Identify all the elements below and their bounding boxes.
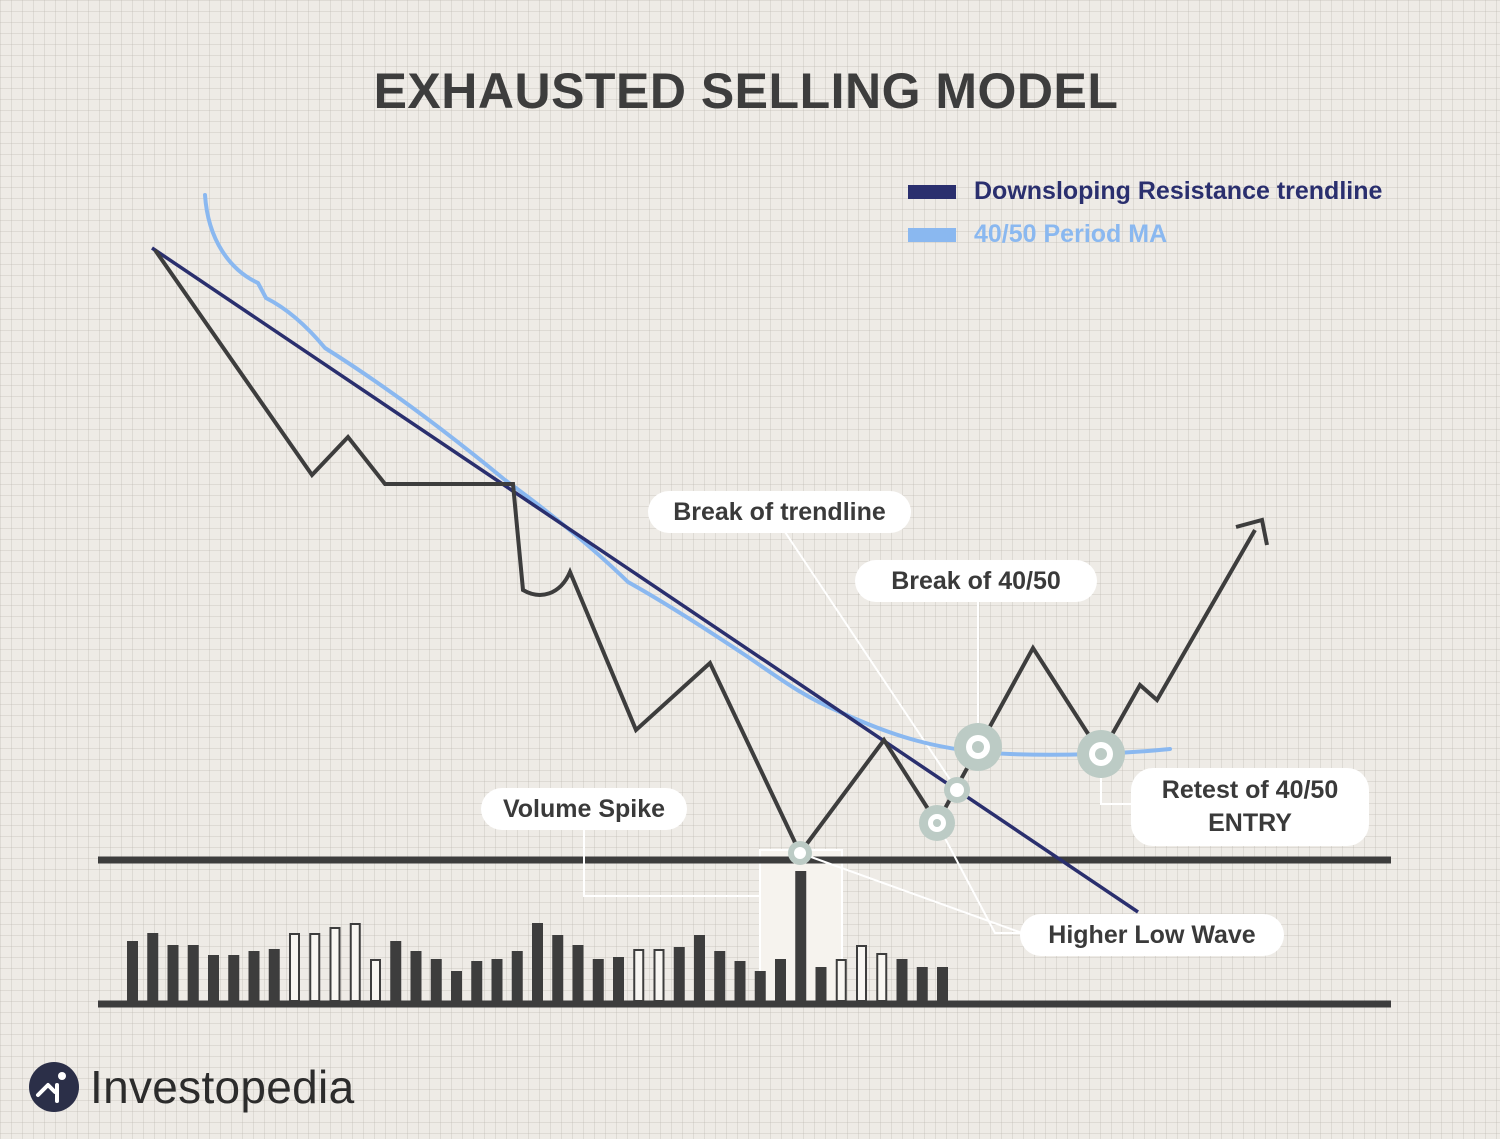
callout-retest: Retest of 40/50 ENTRY	[1131, 768, 1369, 846]
marker-low	[788, 841, 812, 865]
volume-bar	[795, 871, 807, 1001]
legend-item-ma: 40/50 Period MA	[908, 220, 1167, 249]
volume-bar	[248, 951, 260, 1001]
volume-bar	[673, 947, 685, 1001]
volume-bar	[228, 955, 240, 1001]
investopedia-wordmark: Investopedia	[90, 1061, 355, 1113]
volume-bar	[775, 959, 786, 1001]
leader-break-trendline	[784, 531, 958, 791]
volume-bar	[937, 967, 948, 1001]
page-title: EXHAUSTED SELLING MODEL	[373, 63, 1119, 119]
callout-volume-spike: Volume Spike	[481, 788, 687, 830]
volume-bar	[187, 945, 199, 1001]
volume-bar	[572, 945, 584, 1001]
volume-bar	[471, 961, 483, 1001]
volume-bar	[896, 959, 908, 1001]
volume-bar	[714, 951, 726, 1001]
volume-bar	[147, 933, 159, 1001]
volume-bar	[390, 941, 402, 1001]
volume-bar	[552, 935, 564, 1001]
volume-bar	[592, 959, 604, 1001]
volume-bar	[835, 959, 847, 1002]
volume-bar	[734, 961, 746, 1001]
legend-swatch-ma	[908, 227, 956, 242]
volume-bar	[876, 953, 888, 1002]
volume-bar	[815, 967, 827, 1001]
volume-bar	[370, 959, 381, 1002]
investopedia-logo-icon	[29, 1062, 79, 1112]
volume-bar	[167, 945, 179, 1001]
price-line	[153, 248, 1257, 857]
volume-bar	[268, 949, 280, 1001]
investopedia-logo: Investopedia	[28, 1060, 354, 1114]
leader-higher-low-2	[936, 822, 1022, 934]
volume-bar	[309, 933, 321, 1002]
marker-break-ma	[954, 723, 1002, 771]
volume-bars	[127, 871, 948, 1002]
volume-bar	[451, 971, 462, 1001]
volume-bar	[856, 945, 867, 1002]
legend-label-trendline: Downsloping Resistance trendline	[974, 177, 1383, 205]
callout-break-trendline: Break of trendline	[648, 491, 911, 533]
volume-bar	[329, 927, 341, 1002]
callout-higher-low: Higher Low Wave	[1020, 914, 1284, 956]
callout-break-ma: Break of 40/50	[855, 560, 1097, 602]
volume-bar	[532, 923, 543, 1001]
legend-item-trendline: Downsloping Resistance trendline	[908, 177, 1382, 206]
leader-higher-low-1	[799, 852, 1023, 934]
legend-label-ma: 40/50 Period MA	[974, 220, 1168, 248]
volume-bar	[289, 933, 300, 1002]
volume-bar	[916, 967, 928, 1001]
volume-bar	[653, 949, 665, 1002]
volume-bar	[410, 951, 422, 1001]
callout-retest-line2: ENTRY	[1208, 809, 1292, 837]
callout-retest-line1: Retest of 40/50	[1161, 776, 1339, 804]
volume-bar	[694, 935, 705, 1001]
leader-volume-spike	[583, 828, 760, 897]
volume-bar	[127, 941, 138, 1001]
resistance-trendline	[151, 246, 1139, 914]
legend-swatch-trendline	[908, 184, 956, 199]
volume-bar	[208, 955, 219, 1001]
volume-bar	[491, 959, 503, 1001]
volume-bar	[613, 957, 624, 1001]
volume-bar	[430, 959, 442, 1001]
marker-higher-low	[919, 805, 955, 841]
price-arrow-head	[1235, 517, 1269, 546]
moving-average-line	[203, 193, 1172, 757]
volume-bar	[349, 923, 361, 1002]
volume-bar	[754, 971, 766, 1001]
volume-bar	[633, 949, 645, 1002]
volume-bar	[511, 951, 523, 1001]
marker-retest	[1077, 730, 1125, 778]
callout-leaders	[583, 531, 1134, 934]
marker-break-trendline	[944, 777, 970, 803]
